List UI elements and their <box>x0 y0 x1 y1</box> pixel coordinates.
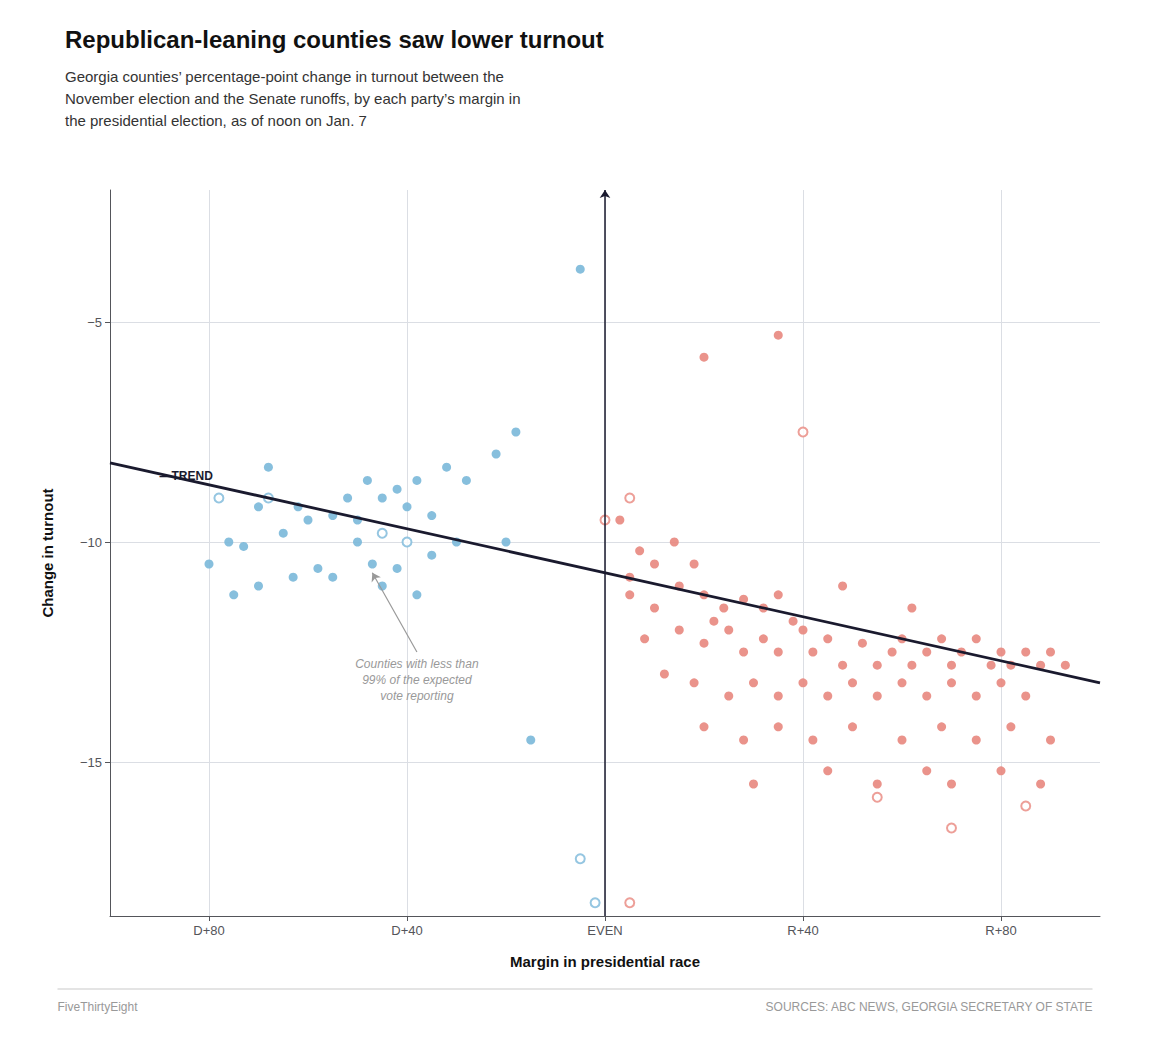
svg-text:Georgia counties’ percentage-p: Georgia counties’ percentage-point chang… <box>65 68 504 85</box>
svg-text:FiveThirtyEight: FiveThirtyEight <box>58 1000 139 1014</box>
svg-text:Change in turnout: Change in turnout <box>39 488 56 617</box>
svg-text:R+40: R+40 <box>787 923 818 938</box>
svg-text:−5: −5 <box>87 315 102 330</box>
svg-text:Republican-leaning counties sa: Republican-leaning counties saw lower tu… <box>65 26 604 53</box>
svg-text:D+80: D+80 <box>193 923 224 938</box>
svg-text:—TREND: —TREND <box>160 469 214 483</box>
svg-text:Margin in presidential race: Margin in presidential race <box>510 953 700 970</box>
svg-text:EVEN: EVEN <box>587 923 622 938</box>
svg-text:D+40: D+40 <box>391 923 422 938</box>
svg-text:Counties with less than: Counties with less than <box>355 657 479 671</box>
svg-text:the presidential election, as: the presidential election, as of noon on… <box>65 112 367 129</box>
svg-text:−15: −15 <box>80 755 102 770</box>
svg-text:99% of the expected: 99% of the expected <box>362 673 472 687</box>
svg-text:vote reporting: vote reporting <box>380 689 454 703</box>
svg-text:November election and the Sena: November election and the Senate runoffs… <box>65 90 521 107</box>
svg-text:SOURCES: ABC NEWS, GEORGIA SEC: SOURCES: ABC NEWS, GEORGIA SECRETARY OF … <box>766 1000 1093 1014</box>
svg-text:−10: −10 <box>80 535 102 550</box>
svg-text:R+80: R+80 <box>985 923 1016 938</box>
